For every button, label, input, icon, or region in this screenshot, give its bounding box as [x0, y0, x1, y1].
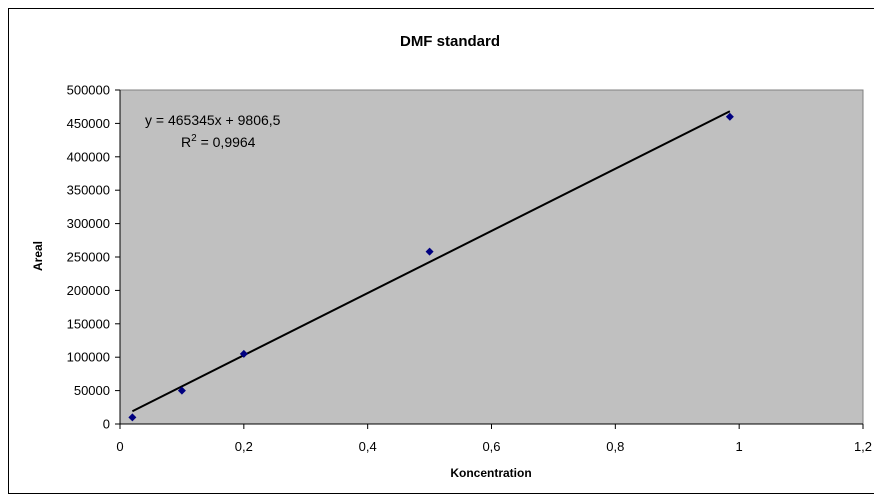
trendline [131, 110, 731, 413]
data-point [725, 112, 734, 121]
x-tick-label: 1,2 [854, 439, 872, 454]
x-tick-label: 0,6 [482, 439, 500, 454]
x-tick-label: 0,4 [359, 439, 377, 454]
x-tick-label: 0,2 [235, 439, 253, 454]
data-point [425, 247, 434, 256]
y-axis-title: Areal [31, 241, 45, 271]
y-axis-ticks: 0 50000 100000 150000 200000 250000 300000 3500… [67, 83, 120, 432]
x-axis-ticks: 0 0,2 0,4 0,6 0,8 1 1,2 [116, 424, 872, 454]
data-point [177, 386, 186, 395]
y-tick-label: 400000 [67, 149, 110, 164]
x-tick-label: 0,8 [606, 439, 624, 454]
y-tick-label: 50000 [74, 383, 110, 398]
data-point [239, 349, 248, 358]
y-tick-label: 100000 [67, 350, 110, 365]
plot-area [119, 89, 864, 425]
y-tick-label: 500000 [67, 83, 110, 98]
trendline-equation: y = 465345x + 9806,5 [145, 112, 281, 128]
x-tick-label: 1 [736, 439, 743, 454]
x-axis-title: Koncentration [450, 466, 531, 480]
y-tick-label: 200000 [67, 283, 110, 298]
y-tick-label: 150000 [67, 316, 110, 331]
data-point [128, 413, 137, 422]
r-squared-exponent: 2 [191, 133, 197, 144]
x-tick-label: 0 [116, 439, 123, 454]
r-squared-symbol: R [181, 134, 191, 150]
r-squared-value: = 0,9964 [197, 134, 256, 150]
y-tick-label: 0 [103, 417, 110, 432]
y-tick-label: 350000 [67, 183, 110, 198]
chart-title: DMF standard [400, 33, 500, 50]
y-tick-label: 450000 [67, 116, 110, 131]
data-points [128, 112, 734, 422]
r-squared-label: R2 = 0,9964 [181, 133, 256, 150]
y-tick-label: 300000 [67, 216, 110, 231]
y-tick-label: 250000 [67, 250, 110, 265]
